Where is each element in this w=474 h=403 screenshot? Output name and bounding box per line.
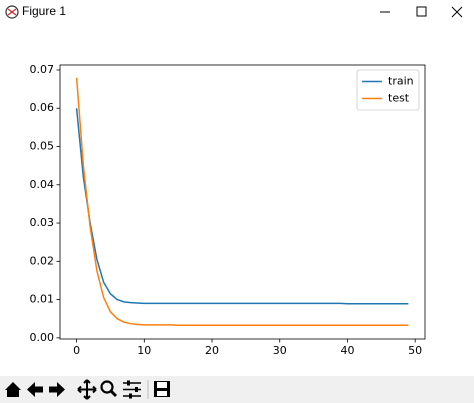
window-title: Figure 1 (22, 4, 66, 18)
close-button[interactable] (451, 6, 463, 18)
toolbar (0, 376, 474, 403)
y-tick-label: 0.00 (30, 331, 55, 344)
maximize-button[interactable] (416, 6, 427, 17)
save-button[interactable] (154, 381, 170, 397)
x-tick-label: 20 (205, 344, 219, 357)
zoom-button[interactable] (100, 380, 118, 398)
x-tick-label: 40 (340, 344, 354, 357)
x-tick-label: 10 (137, 344, 151, 357)
forward-button[interactable] (49, 382, 65, 397)
pan-button[interactable] (77, 379, 97, 400)
x-tick-label: 50 (408, 344, 422, 357)
y-tick-label: 0.04 (30, 178, 55, 191)
y-tick-label: 0.07 (30, 63, 55, 76)
series-line (75, 108, 409, 305)
y-tick-label: 0.06 (30, 101, 55, 114)
plot: 0.00 0.01 0.02 0.03 0.04 0.05 0.06 0.07 0 10 20 30 4… (30, 63, 423, 357)
series-line (75, 77, 409, 326)
legend-label: train (388, 75, 414, 88)
y-tick-label: 0.03 (30, 216, 55, 229)
home-button[interactable] (5, 382, 21, 397)
app-icon (5, 5, 19, 19)
axes-frame (59, 64, 426, 340)
legend-label: test (388, 92, 410, 105)
configure-button[interactable] (123, 380, 141, 399)
back-button[interactable] (27, 382, 43, 397)
title-bar (0, 0, 474, 24)
x-tick-label: 0 (73, 344, 80, 357)
y-tick-label: 0.01 (30, 293, 55, 306)
y-tick-label: 0.05 (30, 140, 55, 153)
x-tick-label: 30 (273, 344, 287, 357)
y-tick-label: 0.02 (30, 254, 55, 267)
legend-box (356, 69, 420, 111)
